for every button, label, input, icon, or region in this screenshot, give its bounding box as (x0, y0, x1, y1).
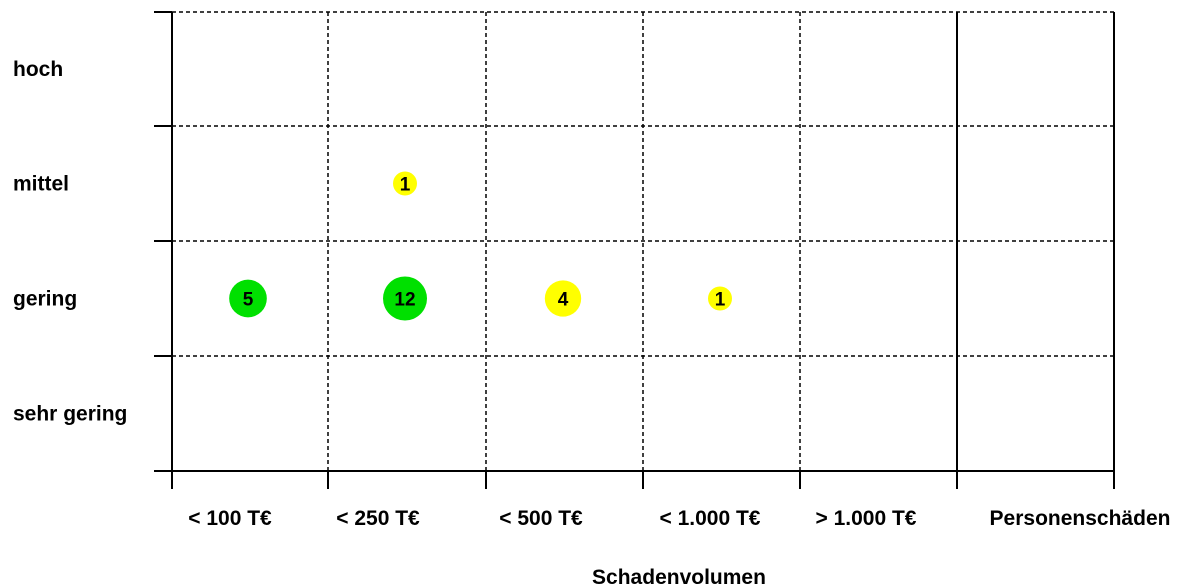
x-tick-label: > 1.000 T€ (816, 507, 917, 530)
data-points: 5 12 4 1 1 (229, 171, 732, 321)
y-tick-label: gering (13, 288, 77, 311)
x-tick-label: Personenschäden (990, 507, 1171, 530)
data-point: 4 (544, 280, 582, 317)
data-point: 1 (708, 286, 732, 311)
grid-layer (172, 11, 1114, 471)
axis-layer (154, 11, 1115, 489)
x-tick-label: < 500 T€ (499, 507, 583, 530)
bubble-marker (708, 286, 732, 311)
data-point: 1 (393, 171, 417, 196)
tick-labels: < 100 T€ < 250 T€ < 500 T€ < 1.000 T€ > 1.00… (13, 58, 1170, 530)
x-tick-label: < 250 T€ (336, 507, 420, 530)
bubble-value-label: 12 (394, 290, 415, 311)
bubble-marker (383, 276, 427, 321)
bubble-value-label: 1 (400, 175, 411, 196)
bubble-value-label: 1 (715, 290, 726, 311)
bubble-marker (544, 280, 582, 317)
data-point: 5 (229, 279, 267, 318)
x-axis-title: Schadenvolumen (592, 566, 766, 588)
y-tick-label: sehr gering (13, 403, 127, 426)
x-tick-label: < 100 T€ (188, 507, 272, 530)
bubble-value-label: 4 (558, 290, 569, 311)
bubble-marker (393, 171, 417, 196)
y-tick-label: mittel (13, 173, 69, 196)
bubble-marker (229, 279, 267, 318)
x-tick-label: < 1.000 T€ (660, 507, 761, 530)
data-point: 12 (383, 276, 427, 321)
bubble-value-label: 5 (243, 290, 254, 311)
y-tick-label: hoch (13, 58, 63, 81)
